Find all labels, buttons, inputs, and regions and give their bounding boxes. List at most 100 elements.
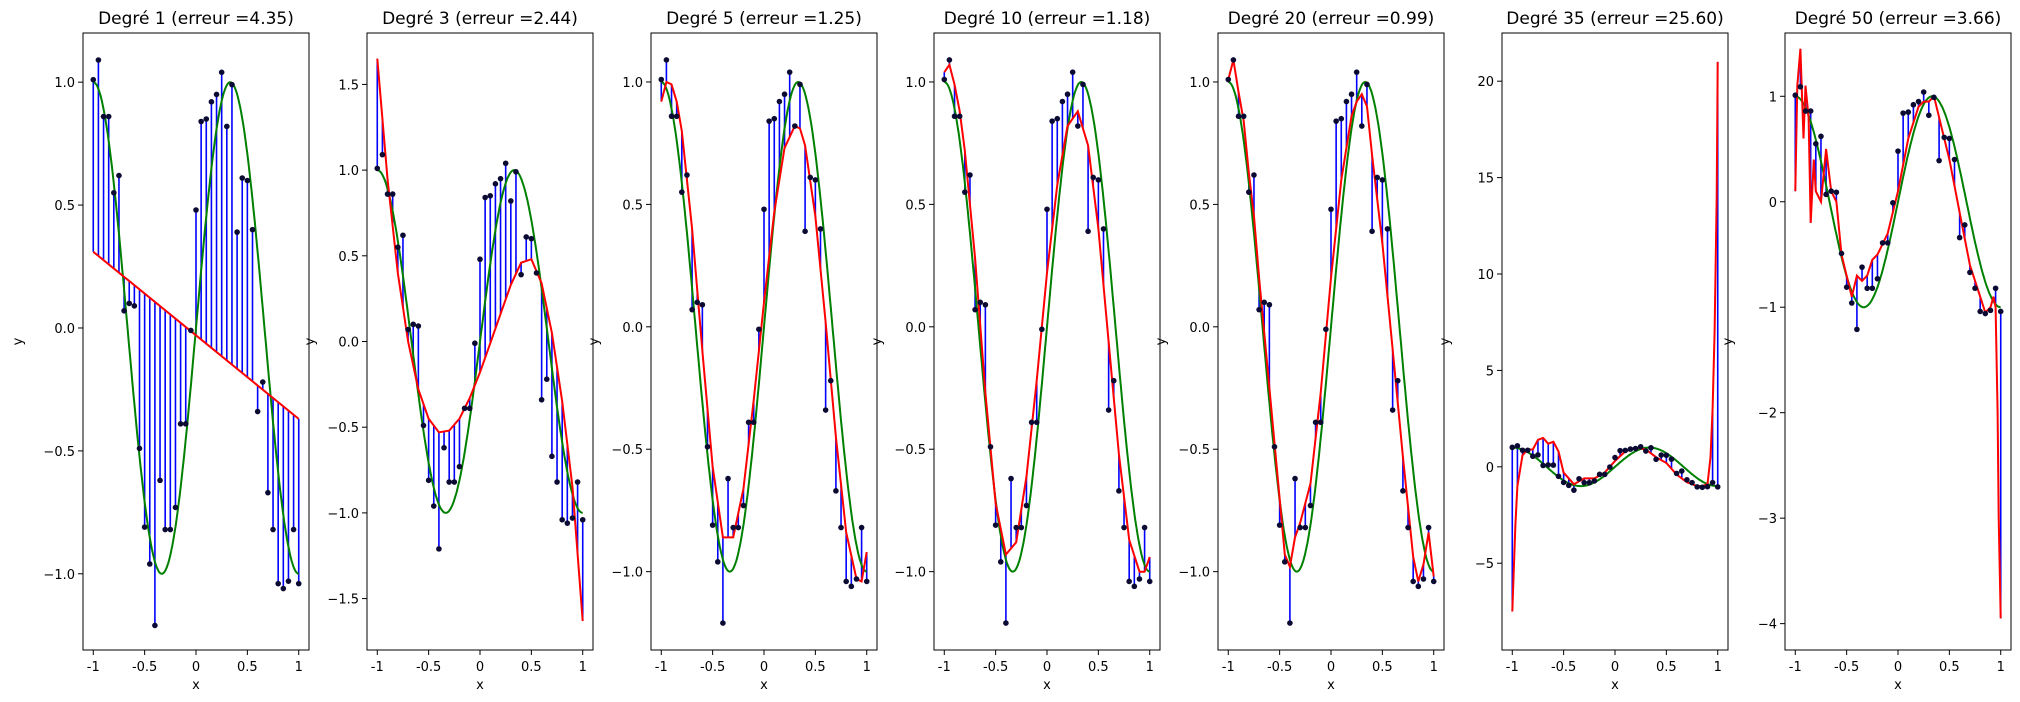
sample-point xyxy=(1131,583,1138,590)
sample-point xyxy=(502,160,509,167)
sample-point xyxy=(456,463,463,470)
sample-point xyxy=(1276,522,1283,528)
true-function-line xyxy=(93,81,299,575)
y-tick-label: 0.5 xyxy=(54,199,75,214)
y-axis-label: y xyxy=(1438,337,1453,345)
sample-point xyxy=(1353,69,1360,75)
sample-point xyxy=(146,561,153,567)
sample-point xyxy=(977,299,984,306)
sample-point xyxy=(807,174,814,181)
y-tick-label: −0.5 xyxy=(327,421,359,436)
fitted-polynomial-line xyxy=(1227,59,1435,582)
sample-point xyxy=(1410,578,1416,585)
sample-point xyxy=(1617,447,1623,454)
sample-point xyxy=(1389,407,1396,413)
sample-point xyxy=(295,580,302,587)
sample-point xyxy=(1018,524,1025,531)
sample-point xyxy=(131,303,138,309)
sample-point xyxy=(1302,524,1309,531)
y-tick-label: 0.0 xyxy=(338,336,359,351)
sample-point xyxy=(379,151,386,158)
sample-point xyxy=(1931,94,1937,101)
y-tick-label: 0.5 xyxy=(1189,198,1210,213)
sample-point xyxy=(1075,123,1081,129)
sample-point xyxy=(95,57,102,63)
sample-point xyxy=(1530,453,1536,460)
x-tick-label: 0.5 xyxy=(1939,660,1960,675)
x-tick-label: -0.5 xyxy=(132,660,157,675)
sample-point xyxy=(1992,285,1999,292)
sample-point xyxy=(1864,285,1870,292)
sample-point xyxy=(152,622,158,629)
x-axis-label: x xyxy=(1327,678,1335,693)
subplot-7: Degré 50 (erreur =3.66) -1 -0.5 0 0.5 1 −4 −3 −2… xyxy=(1721,9,2012,693)
sample-point xyxy=(1838,250,1845,257)
sample-point xyxy=(1064,91,1071,98)
y-tick-label: 0.0 xyxy=(622,321,643,336)
sample-point xyxy=(1420,576,1427,582)
sample-point xyxy=(761,206,767,213)
x-tick-label: 1 xyxy=(1714,660,1722,675)
sample-point xyxy=(1560,479,1567,486)
sample-point xyxy=(1364,81,1370,88)
sample-point xyxy=(280,585,287,592)
sample-point xyxy=(1843,284,1850,290)
x-tick-label: -1 xyxy=(87,660,100,675)
sample-point xyxy=(549,453,555,460)
sample-point xyxy=(569,515,576,521)
sample-point xyxy=(1689,479,1695,486)
sample-point xyxy=(1607,464,1613,470)
sample-point xyxy=(1509,444,1516,451)
y-tick-label: −0.5 xyxy=(43,445,75,460)
fitted-polynomial-line xyxy=(1511,61,1719,612)
sample-point xyxy=(1415,583,1422,590)
sample-point xyxy=(487,193,494,199)
sample-point xyxy=(1951,156,1958,163)
sample-point xyxy=(554,479,560,485)
sample-point xyxy=(249,226,256,233)
subplot-2: Degré 3 (erreur =2.44) -1 -0.5 0 0.5 1 −1.5 −1.… xyxy=(303,9,594,693)
sample-point xyxy=(1090,174,1097,181)
sample-point xyxy=(1632,445,1639,452)
plot-area xyxy=(1509,61,1721,612)
sample-point xyxy=(1328,206,1334,213)
sample-point xyxy=(1379,177,1386,183)
subplot-4: Degré 10 (erreur =1.18) -1 -0.5 0 0.5 1 −1.0 −0… xyxy=(870,9,1161,693)
sample-point xyxy=(1430,578,1437,585)
subplot-title: Degré 50 (erreur =3.66) xyxy=(1795,9,2002,29)
sample-point xyxy=(1936,157,1942,164)
sample-point xyxy=(853,576,860,582)
sample-point xyxy=(162,526,168,533)
subplot-title: Degré 5 (erreur =1.25) xyxy=(666,9,862,29)
sample-point xyxy=(1246,189,1252,195)
sample-point xyxy=(436,546,442,552)
subplot-1: Degré 1 (erreur =4.35) -1 -0.5 0 0.5 1 −1.0 −0.… xyxy=(11,9,310,693)
sample-point xyxy=(1540,462,1546,469)
y-tick-label: 1.0 xyxy=(54,76,75,91)
y-axis-label: y xyxy=(587,337,602,345)
sample-point xyxy=(802,228,808,235)
y-tick-label: 1.5 xyxy=(338,78,359,93)
sample-point xyxy=(1586,479,1593,486)
sample-point xyxy=(1905,109,1912,115)
sample-point xyxy=(395,244,401,251)
sample-point xyxy=(1008,475,1014,482)
sample-point xyxy=(90,76,97,83)
sample-point xyxy=(1591,478,1598,484)
sample-point xyxy=(188,327,194,334)
sample-point xyxy=(518,271,524,278)
x-tick-label: 0 xyxy=(476,660,484,675)
sample-point xyxy=(451,479,458,485)
sample-point xyxy=(812,177,819,183)
sample-point xyxy=(709,522,716,528)
sample-point xyxy=(1235,113,1242,120)
y-tick-label: 15 xyxy=(1477,172,1494,187)
sample-point xyxy=(1023,502,1030,509)
y-tick-label: −1.0 xyxy=(327,507,359,522)
sample-point xyxy=(1261,299,1268,306)
sample-point xyxy=(1859,264,1865,270)
x-tick-label: -0.5 xyxy=(1551,660,1576,675)
sample-point xyxy=(843,578,849,585)
sample-point xyxy=(126,300,133,307)
x-tick-label: 0 xyxy=(1894,660,1902,675)
